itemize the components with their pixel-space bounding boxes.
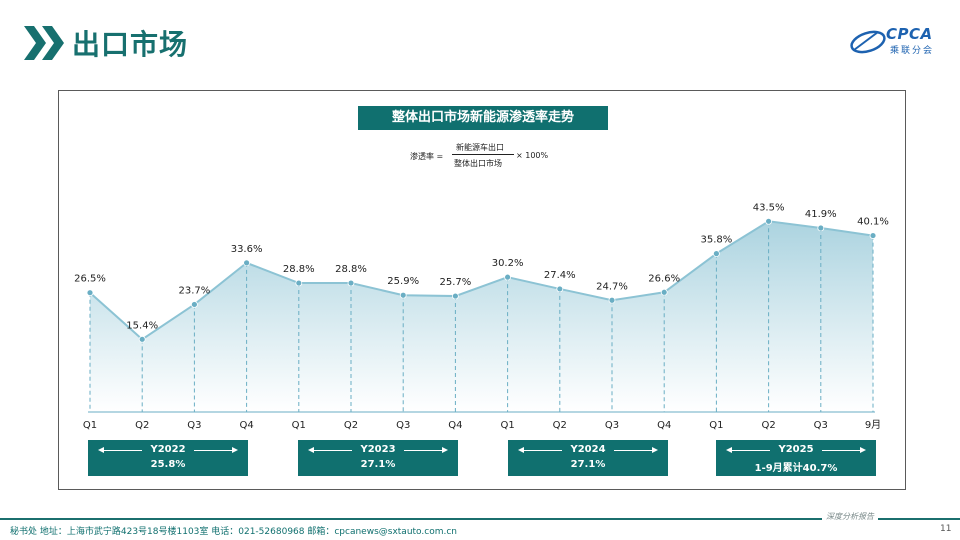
x-tick-label: Q1 [709, 420, 723, 431]
x-tick-label: Q2 [761, 420, 775, 431]
page-title: 出口市场 [72, 28, 189, 61]
x-tick-label: Q4 [239, 420, 253, 431]
arrow-left-icon [726, 447, 770, 453]
data-label: 15.4% [126, 320, 158, 331]
x-tick-label: Q2 [344, 420, 358, 431]
year-value: 1-9月累计40.7% [754, 463, 838, 474]
year-group-2024: Y2024 27.1% [508, 440, 668, 476]
x-tick-label: Q3 [814, 420, 828, 431]
formula-numerator: 新能源车出口 [456, 143, 504, 152]
data-label: 28.8% [283, 264, 315, 275]
data-label: 24.7% [596, 281, 628, 292]
data-label: 35.8% [701, 235, 733, 246]
series-line [89, 220, 874, 341]
formula-denominator: 整体出口市场 [454, 159, 502, 168]
footer-tagline: 深度分析报告 [822, 511, 878, 522]
year-group-2025: Y2025 1-9月累计40.7% [716, 440, 876, 476]
arrow-right-icon [404, 447, 448, 453]
data-point [660, 288, 668, 296]
data-label: 23.7% [179, 285, 211, 296]
chart-title: 整体出口市场新能源渗透率走势 [358, 106, 608, 130]
arrow-left-icon [518, 447, 562, 453]
x-tick-label: 9月 [865, 419, 881, 431]
x-tick-label: Q2 [553, 420, 567, 431]
year-label: Y2025 [778, 444, 814, 455]
x-tick-label: Q4 [657, 420, 671, 431]
data-label: 26.5% [74, 274, 106, 285]
year-group-2023: Y2023 27.1% [298, 440, 458, 476]
data-point [190, 301, 198, 308]
data-point [399, 291, 407, 299]
logo-swoosh-icon [850, 30, 886, 54]
data-label: 30.2% [492, 258, 524, 269]
data-label: 28.8% [335, 264, 367, 275]
data-point [243, 259, 251, 267]
page-number: 11 [940, 524, 952, 534]
x-tick-label: Q1 [500, 420, 514, 431]
x-tick-label: Q1 [292, 420, 306, 431]
data-label: 41.9% [805, 209, 837, 220]
data-point [869, 232, 877, 239]
year-value: 27.1% [570, 459, 606, 470]
chevron-right-icon [42, 26, 64, 60]
year-label: Y2023 [360, 444, 396, 455]
data-point [347, 279, 355, 287]
data-label: 27.4% [544, 270, 576, 281]
footer-contact: 秘书处 地址：上海市武宁路423号18号楼1103室 电话：021-526809… [10, 527, 458, 537]
data-point [295, 279, 303, 287]
x-tick-label: Q4 [448, 420, 462, 431]
year-label: Y2022 [150, 444, 186, 455]
x-tick-label: Q3 [605, 420, 619, 431]
data-label: 25.7% [440, 277, 472, 288]
cpca-logo: CPCA 乘联分会 [848, 24, 940, 60]
data-point [86, 289, 94, 297]
chevron-right-icon [24, 26, 46, 60]
logo-text: CPCA [886, 25, 933, 43]
footer-divider [0, 518, 960, 520]
data-label: 33.6% [231, 244, 263, 255]
data-point [138, 335, 146, 343]
header: 出口市场 CPCA 乘联分会 [0, 0, 960, 70]
arrow-left-icon [98, 447, 142, 453]
x-tick-label: Q2 [135, 420, 149, 431]
x-tick-label: Q3 [396, 420, 410, 431]
data-point [817, 224, 825, 232]
data-point [608, 296, 616, 304]
data-point [556, 285, 564, 293]
year-value: 27.1% [360, 459, 396, 470]
data-point [451, 292, 459, 300]
arrow-right-icon [822, 447, 866, 453]
data-label: 26.6% [648, 273, 680, 284]
year-label: Y2024 [570, 444, 606, 455]
data-label: 40.1% [857, 217, 889, 228]
year-value: 25.8% [150, 459, 186, 470]
data-point [765, 217, 772, 225]
data-label: 43.5% [753, 202, 785, 213]
formula-label: 渗透率 = [410, 152, 444, 161]
data-label: 25.9% [387, 276, 419, 287]
arrow-right-icon [194, 447, 238, 453]
x-tick-label: Q1 [83, 420, 97, 431]
area-fill [90, 221, 873, 412]
data-point [713, 250, 720, 258]
arrow-right-icon [614, 447, 658, 453]
data-point [504, 273, 512, 281]
year-group-2022: Y2022 25.8% [88, 440, 248, 476]
formula-multiplier: × 100% [516, 151, 549, 160]
arrow-left-icon [308, 447, 352, 453]
logo-subtext: 乘联分会 [890, 46, 935, 56]
formula-fraction-bar [452, 154, 514, 155]
x-tick-label: Q3 [187, 420, 201, 431]
